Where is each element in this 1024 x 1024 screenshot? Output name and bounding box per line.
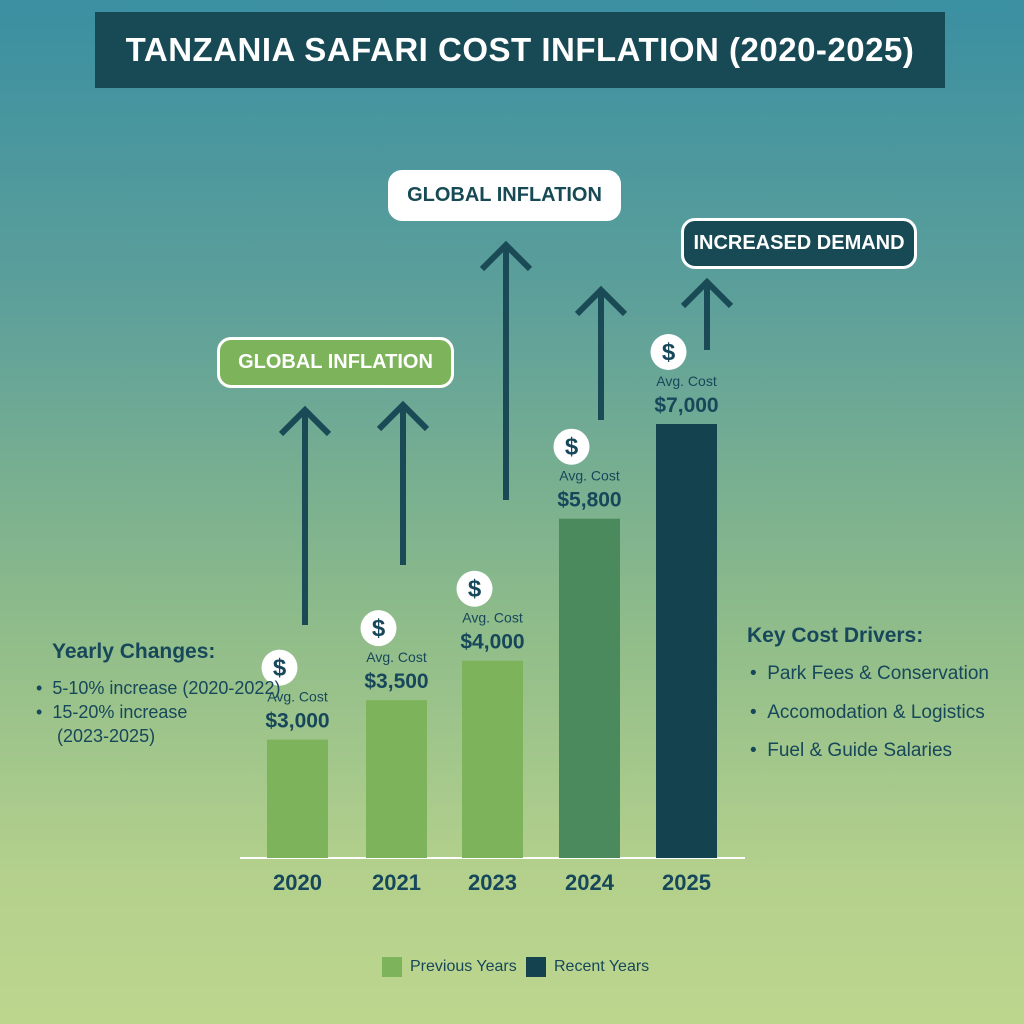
dollar-glyph: $ — [372, 615, 386, 642]
chart-title: TANZANIA SAFARI COST INFLATION (2020-202… — [95, 12, 945, 88]
x-tick-label: 2020 — [273, 870, 322, 895]
legend-swatch-previous — [382, 957, 402, 977]
dollar-glyph: $ — [565, 434, 579, 461]
dollar-glyph: $ — [468, 576, 482, 603]
bar-value-label: $3,000 — [265, 710, 329, 733]
dollar-icon — [553, 428, 590, 465]
up-arrow-icon — [278, 405, 332, 625]
yearly-item-text: 15-20% increase — [52, 702, 188, 722]
dollar-glyph: $ — [273, 655, 287, 682]
driver-item: • Accomodation & Logistics — [750, 702, 985, 723]
bar-value-label: $5,800 — [557, 489, 621, 512]
dollar-icon — [456, 570, 493, 607]
x-tick-label: 2021 — [372, 870, 421, 895]
callout-global-inflation-1: GLOBAL INFLATION — [217, 337, 454, 388]
x-tick-label: 2025 — [662, 870, 711, 895]
bar-2025 — [656, 424, 717, 858]
up-arrow-icon — [376, 400, 430, 565]
dollar-icon — [650, 334, 687, 370]
bar-2023 — [462, 660, 523, 858]
yearly-item: • 15-20% increase — [36, 702, 188, 722]
bar-label: Avg. Cost — [267, 689, 328, 705]
yearly-changes-heading: Yearly Changes: — [52, 640, 216, 663]
yearly-item-text: 5-10% increase (2020-2022) — [52, 678, 281, 698]
bar-value-label: $3,500 — [364, 670, 428, 693]
bar-label: Avg. Cost — [656, 373, 717, 389]
callout-increased-demand: INCREASED DEMAND — [681, 218, 917, 269]
up-arrow-icon — [574, 285, 628, 420]
x-tick-label: 2024 — [565, 870, 615, 895]
legend-previous: Previous Years — [382, 957, 517, 977]
legend-swatch-recent — [526, 957, 546, 977]
bar-label: Avg. Cost — [559, 468, 620, 484]
bar-2020 — [267, 739, 328, 858]
dollar-icon — [261, 649, 298, 686]
up-arrow-icon — [680, 277, 734, 350]
x-tick-label: 2023 — [468, 870, 517, 895]
driver-item: • Park Fees & Conservation — [750, 663, 989, 684]
bar-2021 — [366, 700, 427, 858]
yearly-item: • 5-10% increase (2020-2022) — [36, 678, 281, 698]
yearly-item-cont: (2023-2025) — [57, 726, 156, 746]
driver-item: • Fuel & Guide Salaries — [750, 740, 953, 761]
bar-value-label: $7,000 — [654, 394, 718, 417]
driver-item-text: Park Fees & Conservation — [767, 663, 989, 684]
bar-label: Avg. Cost — [366, 649, 427, 665]
legend-label: Recent Years — [554, 958, 650, 975]
key-drivers-heading: Key Cost Drivers: — [747, 624, 924, 647]
bar-value-label: $4,000 — [460, 631, 524, 654]
up-arrow-icon — [479, 240, 533, 500]
bar-2024 — [559, 518, 620, 858]
bar-label: Avg. Cost — [462, 610, 523, 626]
legend-recent: Recent Years — [526, 957, 649, 977]
driver-item-text: Accomodation & Logistics — [767, 702, 985, 723]
callout-global-inflation-2: GLOBAL INFLATION — [388, 170, 621, 221]
dollar-glyph: $ — [662, 339, 676, 366]
dollar-icon — [360, 610, 397, 647]
driver-item-text: Fuel & Guide Salaries — [767, 740, 953, 761]
legend-label: Previous Years — [410, 958, 517, 975]
